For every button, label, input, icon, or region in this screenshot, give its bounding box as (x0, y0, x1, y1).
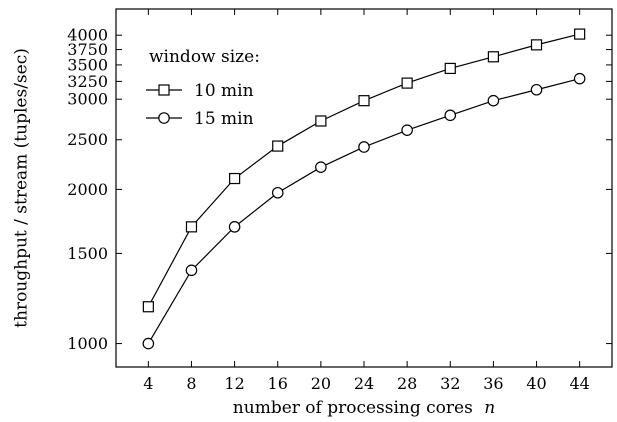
data-point (573, 72, 586, 85)
legend: window size: 10 min 15 min (146, 47, 260, 129)
data-point (574, 28, 586, 40)
data-point (229, 172, 241, 185)
data-point (228, 221, 241, 233)
series-2 (142, 72, 586, 350)
x-tick-label: 36 (483, 374, 503, 393)
x-tick-label: 40 (526, 374, 546, 393)
data-point (401, 124, 413, 136)
legend-label: 10 min (194, 81, 254, 101)
y-tick-label: 2500 (67, 130, 108, 149)
y-tick-label: 4000 (67, 26, 108, 45)
data-point (185, 264, 198, 277)
data-point (142, 337, 155, 350)
x-tick-label: 44 (569, 374, 589, 393)
x-tick-label: 20 (311, 374, 331, 393)
x-axis-label-text: number of processing cores (233, 398, 473, 418)
data-point (315, 161, 327, 173)
legend-item: 10 min (146, 81, 254, 101)
data-point (142, 301, 154, 313)
x-axis: 4 8 12 16 20 24 28 32 36 40 44 (143, 9, 590, 393)
legend-item: 15 min (146, 109, 254, 129)
data-point (271, 186, 284, 199)
y-tick-label: 1500 (67, 244, 108, 263)
data-point (401, 77, 413, 89)
legend-marker (158, 84, 170, 96)
x-tick-label: 16 (268, 374, 288, 393)
series-1 (142, 28, 586, 313)
x-axis-label: number of processing cores n (233, 398, 495, 418)
data-point (185, 221, 198, 233)
y-tick-label: 3000 (67, 90, 108, 109)
data-point (444, 62, 456, 75)
series-line (147, 33, 580, 308)
x-tick-label: 32 (440, 374, 460, 393)
data-point (487, 51, 499, 63)
data-point (530, 83, 543, 96)
data-point (487, 94, 500, 107)
series-layer (142, 28, 586, 350)
x-axis-label-variable: n (484, 398, 495, 418)
data-point (315, 115, 327, 127)
x-tick-label: 28 (397, 374, 417, 393)
data-point (358, 141, 370, 153)
data-point (358, 95, 370, 107)
y-tick-label: 2000 (67, 180, 108, 199)
data-point (272, 140, 284, 152)
x-tick-label: 12 (224, 374, 244, 393)
y-tick-label: 3250 (67, 72, 108, 91)
x-tick-label: 24 (354, 374, 374, 393)
y-tick-label: 1000 (67, 334, 108, 353)
y-tick-label: 3500 (67, 55, 108, 74)
x-tick-label: 4 (143, 374, 153, 393)
data-point (530, 39, 543, 51)
legend-label: 15 min (194, 109, 254, 129)
legend-marker (158, 112, 170, 124)
data-point (444, 109, 457, 122)
legend-title: window size: (149, 47, 260, 67)
y-axis-label: throughput / stream (tuples/sec) (12, 48, 32, 328)
y-tick-label: 3750 (67, 40, 108, 59)
x-tick-label: 8 (186, 374, 196, 393)
